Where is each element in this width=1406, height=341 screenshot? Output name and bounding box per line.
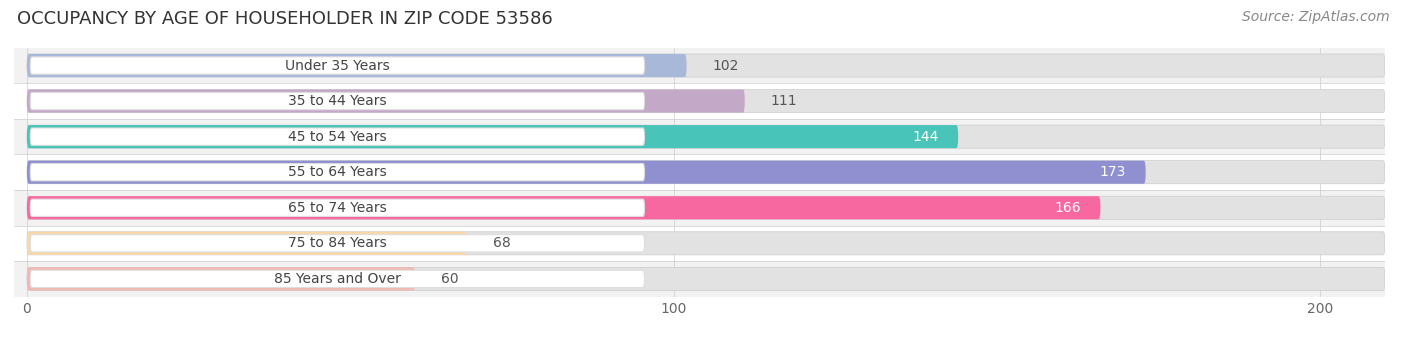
FancyBboxPatch shape (27, 267, 415, 291)
Bar (14, 48, 1385, 83)
Bar (14, 119, 1385, 154)
Text: Source: ZipAtlas.com: Source: ZipAtlas.com (1241, 10, 1389, 24)
FancyBboxPatch shape (27, 125, 957, 148)
FancyBboxPatch shape (27, 232, 1385, 255)
Text: Under 35 Years: Under 35 Years (285, 59, 389, 73)
Text: 111: 111 (770, 94, 797, 108)
Text: 45 to 54 Years: 45 to 54 Years (288, 130, 387, 144)
FancyBboxPatch shape (30, 57, 644, 74)
FancyBboxPatch shape (27, 54, 1385, 77)
FancyBboxPatch shape (30, 199, 644, 217)
FancyBboxPatch shape (30, 164, 644, 181)
Text: 85 Years and Over: 85 Years and Over (274, 272, 401, 286)
Bar (14, 154, 1385, 190)
FancyBboxPatch shape (30, 92, 644, 110)
Text: 55 to 64 Years: 55 to 64 Years (288, 165, 387, 179)
Bar (14, 83, 1385, 119)
Text: 75 to 84 Years: 75 to 84 Years (288, 236, 387, 250)
FancyBboxPatch shape (27, 161, 1385, 184)
FancyBboxPatch shape (30, 270, 644, 287)
Text: 102: 102 (713, 59, 738, 73)
Bar (14, 225, 1385, 261)
Text: 166: 166 (1054, 201, 1081, 215)
FancyBboxPatch shape (27, 161, 1146, 184)
FancyBboxPatch shape (27, 54, 686, 77)
Bar (14, 190, 1385, 225)
Text: OCCUPANCY BY AGE OF HOUSEHOLDER IN ZIP CODE 53586: OCCUPANCY BY AGE OF HOUSEHOLDER IN ZIP C… (17, 10, 553, 28)
FancyBboxPatch shape (27, 267, 1385, 291)
FancyBboxPatch shape (27, 196, 1385, 219)
FancyBboxPatch shape (27, 232, 467, 255)
FancyBboxPatch shape (27, 196, 1101, 219)
Text: 65 to 74 Years: 65 to 74 Years (288, 201, 387, 215)
FancyBboxPatch shape (27, 125, 1385, 148)
Text: 35 to 44 Years: 35 to 44 Years (288, 94, 387, 108)
FancyBboxPatch shape (27, 90, 1385, 113)
FancyBboxPatch shape (30, 235, 644, 252)
FancyBboxPatch shape (30, 128, 644, 145)
FancyBboxPatch shape (27, 90, 745, 113)
Text: 68: 68 (492, 236, 510, 250)
Text: 60: 60 (441, 272, 458, 286)
Text: 173: 173 (1099, 165, 1126, 179)
Text: 144: 144 (912, 130, 939, 144)
Bar (14, 261, 1385, 297)
